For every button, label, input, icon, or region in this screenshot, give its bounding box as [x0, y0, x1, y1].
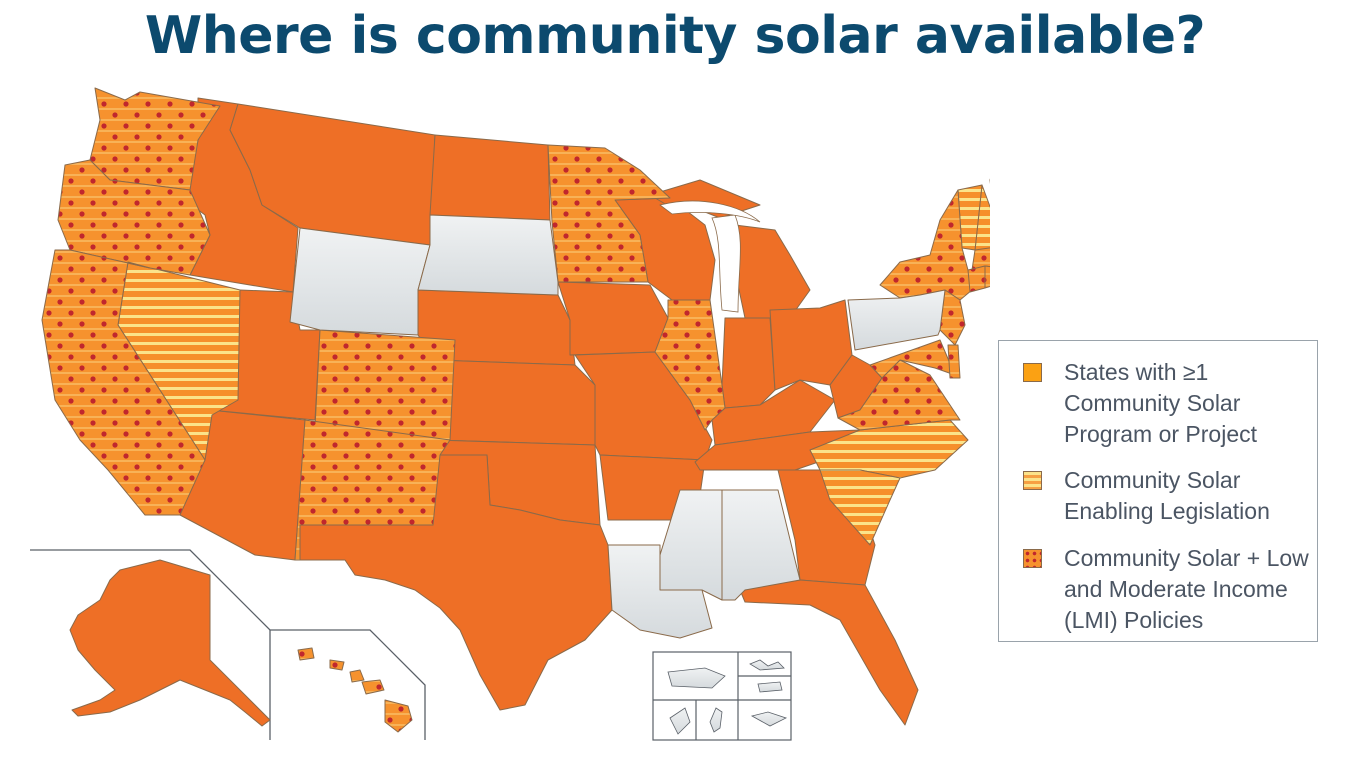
state-LA — [607, 544, 713, 639]
state-KS — [434, 359, 596, 446]
state-IA — [557, 281, 669, 356]
state-CT — [967, 265, 986, 293]
great-lakes — [659, 200, 761, 313]
legend-swatch-lmi — [1023, 549, 1042, 568]
state-DE — [947, 344, 961, 379]
state-SC — [819, 469, 901, 546]
state-IN — [721, 317, 776, 409]
state-WA — [89, 87, 221, 191]
legislation-states — [117, 178, 990, 546]
state-SD — [417, 214, 559, 296]
state-AL — [721, 489, 801, 601]
lake-michigan — [711, 214, 741, 313]
state-WY — [289, 227, 431, 336]
state-TX — [299, 454, 613, 711]
state-IL — [654, 299, 726, 431]
territory-AS — [750, 711, 788, 727]
state-MN — [547, 144, 671, 283]
legend-item-lmi: Community Solar + Low and Moderate Incom… — [1023, 543, 1314, 636]
state-VA — [837, 359, 961, 431]
legend-label-lmi: Community Solar + Low and Moderate Incom… — [1064, 545, 1309, 633]
state-PA — [847, 289, 946, 351]
territory-PR — [667, 667, 726, 689]
legend-item-program: States with ≥1 Community Solar Program o… — [1023, 357, 1314, 450]
state-ND — [429, 134, 551, 221]
territories-inset — [652, 651, 792, 741]
us-map — [30, 87, 990, 741]
state-FL — [739, 579, 919, 726]
map-title: Where is community solar available? — [144, 6, 1206, 66]
state-NC — [809, 419, 969, 479]
state-AK — [69, 559, 271, 727]
legend-swatch-program — [1023, 363, 1042, 382]
no-program-states — [289, 214, 946, 639]
legend-label-program: States with ≥1 Community Solar Program o… — [1064, 359, 1258, 447]
state-MI — [734, 224, 811, 319]
inset-frames — [30, 549, 426, 740]
state-HI — [297, 647, 413, 733]
legend-swatch-legislation — [1023, 471, 1042, 490]
territories — [667, 659, 788, 735]
lake-superior — [659, 200, 761, 223]
state-CA — [41, 249, 206, 516]
state-OR — [57, 159, 211, 276]
state-MD — [869, 339, 956, 379]
state-RI — [984, 265, 990, 289]
state-NM — [294, 419, 451, 561]
territory-USVI2 — [757, 681, 783, 693]
territory-NMI — [709, 707, 723, 733]
legend-item-legislation: Community Solar Enabling Legislation — [1023, 465, 1314, 527]
lmi-states — [41, 87, 990, 561]
map-legend: States with ≥1 Community Solar Program o… — [998, 340, 1318, 642]
state-CO — [314, 329, 456, 441]
territory-GU — [669, 707, 691, 735]
territory-VI — [749, 659, 785, 671]
program-states — [179, 97, 919, 726]
state-NY — [879, 189, 973, 301]
legend-label-legislation: Community Solar Enabling Legislation — [1064, 467, 1270, 524]
